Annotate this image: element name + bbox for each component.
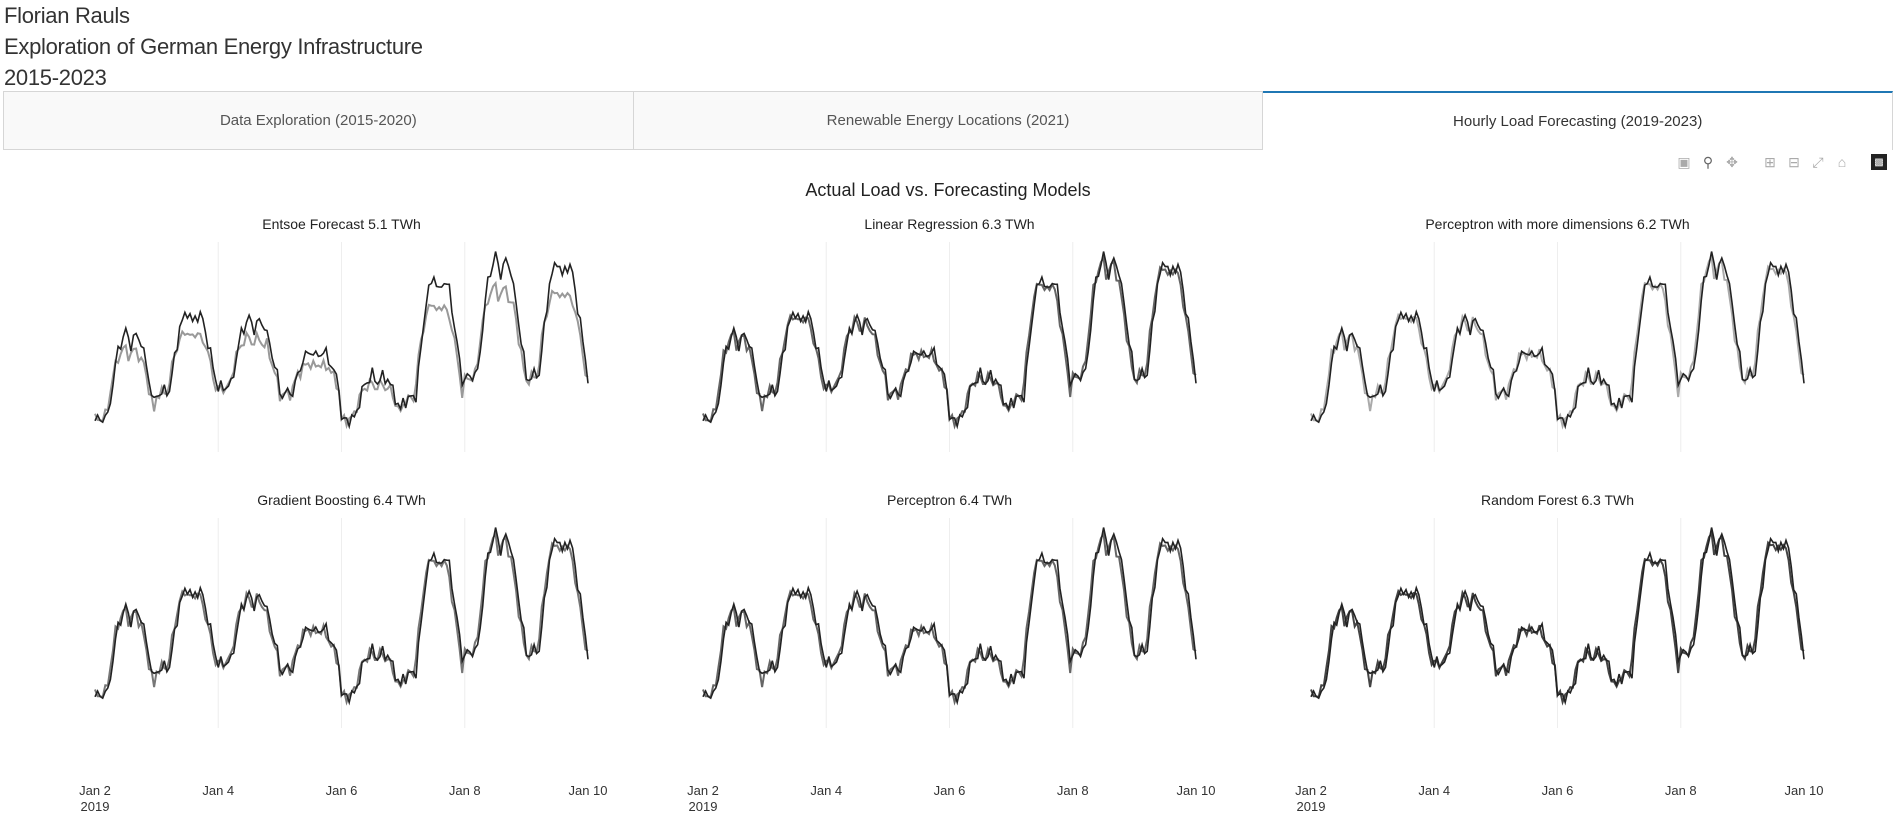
plotly-logo-icon[interactable]: ▩ bbox=[1871, 154, 1887, 170]
subplot-title-4: Gradient Boosting 6.4 TWh bbox=[257, 492, 426, 508]
x-tick-label: Jan 6 bbox=[326, 783, 358, 798]
x-tick-year: 2019 bbox=[1297, 799, 1326, 814]
x-tick-label: Jan 10 bbox=[1784, 783, 1823, 798]
reset-axes-icon[interactable]: ⌂ bbox=[1837, 154, 1847, 170]
x-tick-label: Jan 8 bbox=[1665, 783, 1697, 798]
x-tick-label: Jan 4 bbox=[202, 783, 234, 798]
x-tick-year: 2019 bbox=[81, 799, 110, 814]
x-tick-label: Jan 10 bbox=[1176, 783, 1215, 798]
pan-icon[interactable]: ✥ bbox=[1726, 153, 1738, 170]
x-tick-label: Jan 8 bbox=[449, 783, 481, 798]
actual-load-line-5 bbox=[702, 527, 1197, 706]
camera-icon[interactable]: ▣ bbox=[1677, 153, 1691, 170]
zoom-out-icon[interactable]: ⊟ bbox=[1788, 153, 1800, 170]
page-title: Exploration of German Energy Infrastruct… bbox=[4, 34, 423, 59]
actual-load-line-3 bbox=[1310, 251, 1805, 430]
year-range: 2015-2023 bbox=[4, 65, 107, 90]
x-tick-label: Jan 2 bbox=[687, 783, 719, 798]
page-header: Florian Rauls Exploration of German Ener… bbox=[4, 0, 423, 93]
tab-renewable-locations[interactable]: Renewable Energy Locations (2021) bbox=[633, 91, 1264, 150]
chart-title: Actual Load vs. Forecasting Models bbox=[805, 180, 1090, 200]
subplot-title-6: Random Forest 6.3 TWh bbox=[1481, 492, 1634, 508]
x-tick-year: 2019 bbox=[689, 799, 718, 814]
subplot-title-5: Perceptron 6.4 TWh bbox=[887, 492, 1012, 508]
x-tick-label: Jan 4 bbox=[810, 783, 842, 798]
x-tick-label: Jan 4 bbox=[1418, 783, 1450, 798]
chart-modebar: ▣ ⚲ ✥ ⊞ ⊟ ⤢ ⌂ ▩ bbox=[1675, 152, 1887, 172]
actual-load-line-4 bbox=[94, 527, 589, 706]
x-tick-label: Jan 10 bbox=[568, 783, 607, 798]
zoom-in-icon[interactable]: ⊞ bbox=[1764, 153, 1776, 170]
actual-load-line-2 bbox=[702, 251, 1197, 430]
subplot-title-1: Entsoe Forecast 5.1 TWh bbox=[262, 216, 420, 232]
x-tick-label: Jan 6 bbox=[934, 783, 966, 798]
tab-data-exploration[interactable]: Data Exploration (2015-2020) bbox=[3, 91, 634, 150]
autoscale-icon[interactable]: ⤢ bbox=[1812, 153, 1824, 170]
subplot-title-2: Linear Regression 6.3 TWh bbox=[864, 216, 1034, 232]
actual-load-line-6 bbox=[1310, 527, 1805, 706]
x-tick-label: Jan 8 bbox=[1057, 783, 1089, 798]
zoom-icon[interactable]: ⚲ bbox=[1702, 153, 1714, 170]
actual-load-line-1 bbox=[94, 251, 589, 430]
x-tick-label: Jan 2 bbox=[79, 783, 111, 798]
author-name: Florian Rauls bbox=[4, 3, 130, 28]
x-tick-label: Jan 2 bbox=[1295, 783, 1327, 798]
tab-bar: Data Exploration (2015-2020) Renewable E… bbox=[3, 91, 1894, 150]
subplot-title-3: Perceptron with more dimensions 6.2 TWh bbox=[1425, 216, 1689, 232]
tab-load-forecasting[interactable]: Hourly Load Forecasting (2019-2023) bbox=[1263, 91, 1894, 150]
x-tick-label: Jan 6 bbox=[1542, 783, 1574, 798]
